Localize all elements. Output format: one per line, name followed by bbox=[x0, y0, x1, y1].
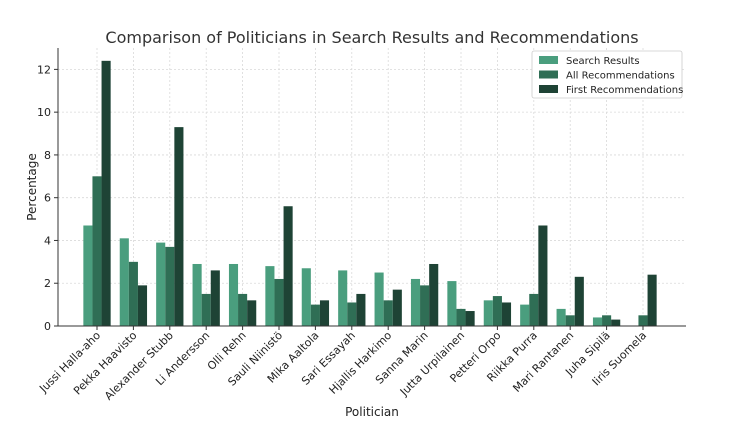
legend-swatch bbox=[539, 85, 558, 93]
bar bbox=[247, 300, 257, 326]
bar bbox=[83, 225, 93, 326]
legend-label: First Recommendations bbox=[566, 85, 683, 96]
x-axis-label: Politician bbox=[345, 405, 399, 419]
legend-swatch bbox=[539, 70, 558, 79]
bar bbox=[501, 302, 512, 326]
x-tick-label: Hjallis Harkimo bbox=[327, 329, 395, 397]
bar bbox=[228, 263, 239, 326]
x-tick-label: Jutta Urpilainen bbox=[397, 329, 467, 399]
bar bbox=[156, 242, 166, 326]
x-tick-label: Jussi Halla-aho bbox=[36, 329, 103, 396]
y-tick-label: 6 bbox=[44, 192, 51, 205]
legend: Search Results All Recommendations First R… bbox=[531, 50, 683, 99]
bar bbox=[429, 263, 439, 326]
bar bbox=[420, 285, 430, 326]
legend-label: All Recommendations bbox=[566, 71, 675, 82]
gridlines bbox=[58, 48, 686, 326]
bar bbox=[492, 296, 502, 326]
bar bbox=[238, 293, 248, 326]
y-tick-label: 12 bbox=[37, 63, 51, 76]
bar bbox=[611, 319, 621, 326]
bar bbox=[602, 315, 612, 326]
bar bbox=[338, 270, 348, 326]
axes bbox=[57, 48, 686, 327]
bar bbox=[565, 315, 575, 326]
bar bbox=[192, 263, 202, 326]
bar bbox=[283, 206, 293, 326]
y-tick-label: 0 bbox=[44, 320, 51, 333]
bar bbox=[538, 225, 548, 326]
legend-label: Search Results bbox=[566, 56, 640, 67]
bar bbox=[556, 308, 566, 326]
bar bbox=[137, 285, 148, 326]
bar bbox=[383, 300, 393, 326]
bar bbox=[529, 293, 539, 326]
bar bbox=[410, 278, 421, 326]
y-axis-label: Percentage bbox=[25, 153, 39, 221]
bar bbox=[201, 293, 211, 326]
bar bbox=[301, 268, 311, 326]
bar bbox=[274, 278, 284, 326]
bar bbox=[319, 300, 330, 326]
bars bbox=[83, 60, 657, 326]
bar bbox=[465, 311, 475, 326]
bar bbox=[447, 281, 457, 326]
y-tick-label: 4 bbox=[44, 234, 51, 247]
legend-box bbox=[531, 50, 683, 99]
bar bbox=[265, 266, 275, 326]
bar bbox=[374, 272, 384, 326]
legend-swatch bbox=[539, 56, 558, 64]
bar bbox=[520, 304, 530, 326]
bar bbox=[638, 315, 648, 326]
bar bbox=[456, 308, 466, 326]
bar bbox=[574, 276, 584, 326]
chart-title: Comparison of Politicians in Search Resu… bbox=[105, 28, 638, 47]
x-tick-label: Pekka Haavisto bbox=[71, 329, 140, 398]
bar bbox=[392, 289, 402, 326]
bar bbox=[483, 300, 493, 326]
bar bbox=[92, 176, 102, 326]
bar bbox=[128, 261, 138, 326]
bar bbox=[347, 302, 357, 326]
y-tick-label: 10 bbox=[37, 106, 51, 119]
bar bbox=[101, 60, 111, 326]
bar bbox=[210, 270, 220, 326]
bar bbox=[592, 317, 603, 326]
bar bbox=[310, 304, 320, 326]
bar bbox=[165, 246, 175, 326]
bar bbox=[647, 274, 657, 326]
y-tick-label: 2 bbox=[44, 277, 51, 290]
bar bbox=[356, 293, 366, 326]
y-tick-label: 8 bbox=[44, 149, 51, 162]
bar bbox=[174, 127, 184, 326]
bar bbox=[119, 238, 129, 326]
y-ticks: 0 2 4 6 8 10 12 bbox=[37, 63, 58, 333]
